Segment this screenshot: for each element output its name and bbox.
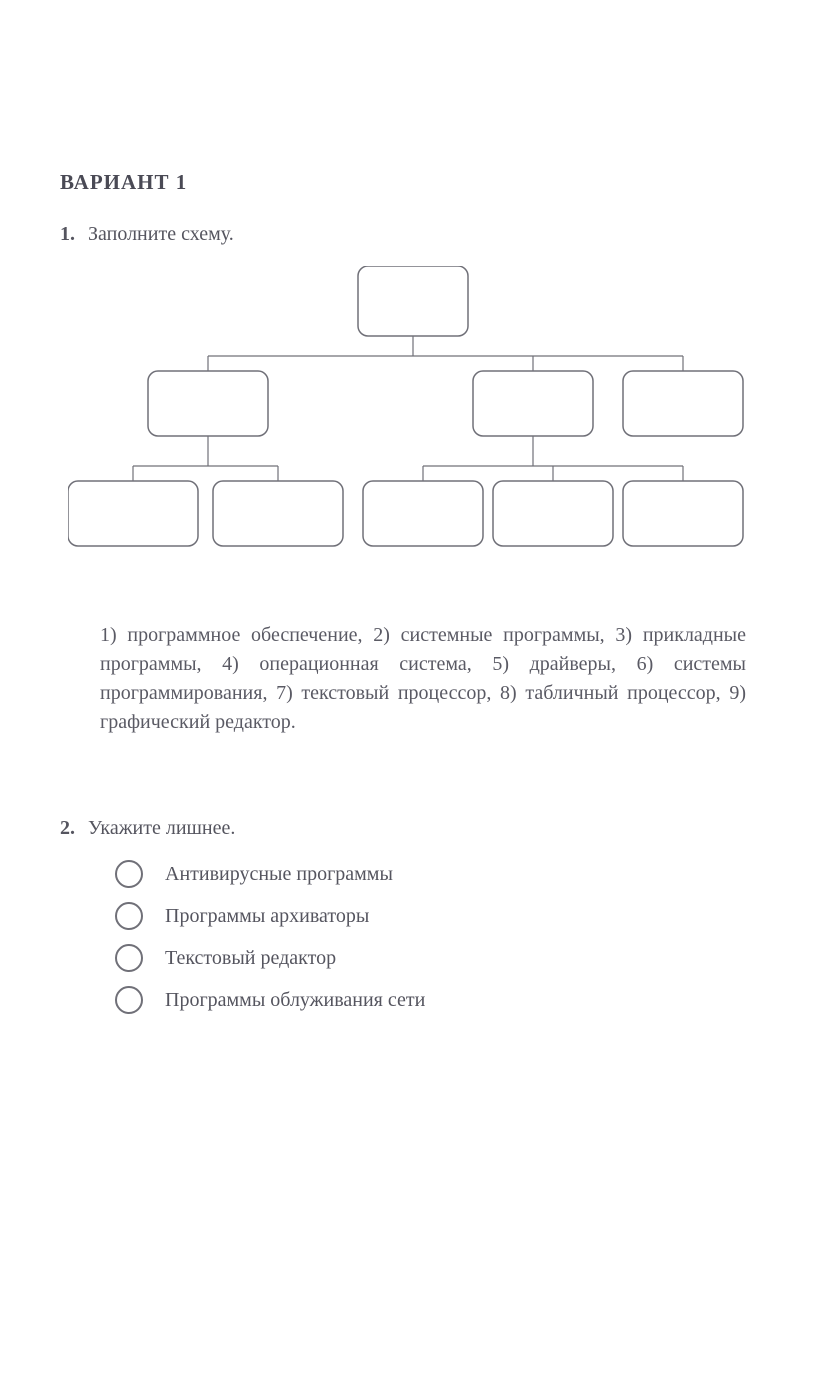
radio-circle-icon[interactable]: [115, 944, 143, 972]
option-label: Текстовый редактор: [165, 947, 336, 970]
question-1: 1. Заполните схему.: [60, 223, 756, 246]
diagram-box[interactable]: [148, 371, 268, 436]
worksheet-page: ВАРИАНТ 1 1. Заполните схему. 1) програм…: [0, 0, 816, 1014]
question-1-legend: 1) программное обеспечение, 2) системные…: [60, 621, 756, 737]
diagram-box[interactable]: [623, 371, 743, 436]
question-1-text: Заполните схему.: [88, 223, 756, 246]
radio-circle-icon[interactable]: [115, 860, 143, 888]
hierarchy-diagram: [68, 266, 748, 561]
diagram-svg: [68, 266, 748, 556]
option-label: Антивирусные программы: [165, 863, 393, 886]
option-row[interactable]: Антивирусные программы: [115, 860, 756, 888]
option-row[interactable]: Текстовый редактор: [115, 944, 756, 972]
radio-circle-icon[interactable]: [115, 986, 143, 1014]
diagram-box[interactable]: [493, 481, 613, 546]
diagram-box[interactable]: [623, 481, 743, 546]
question-2-number: 2.: [60, 817, 88, 840]
diagram-box[interactable]: [68, 481, 198, 546]
diagram-box[interactable]: [213, 481, 343, 546]
radio-circle-icon[interactable]: [115, 902, 143, 930]
option-label: Программы облуживания сети: [165, 989, 425, 1012]
diagram-box[interactable]: [473, 371, 593, 436]
question-2-text: Укажите лишнее.: [88, 817, 756, 840]
question-2: 2. Укажите лишнее.: [60, 817, 756, 840]
question-1-number: 1.: [60, 223, 88, 246]
option-row[interactable]: Программы облуживания сети: [115, 986, 756, 1014]
diagram-box[interactable]: [363, 481, 483, 546]
option-row[interactable]: Программы архиваторы: [115, 902, 756, 930]
option-label: Программы архиваторы: [165, 905, 369, 928]
diagram-box[interactable]: [358, 266, 468, 336]
question-2-options: Антивирусные программы Программы архиват…: [60, 860, 756, 1014]
variant-header: ВАРИАНТ 1: [60, 170, 756, 195]
